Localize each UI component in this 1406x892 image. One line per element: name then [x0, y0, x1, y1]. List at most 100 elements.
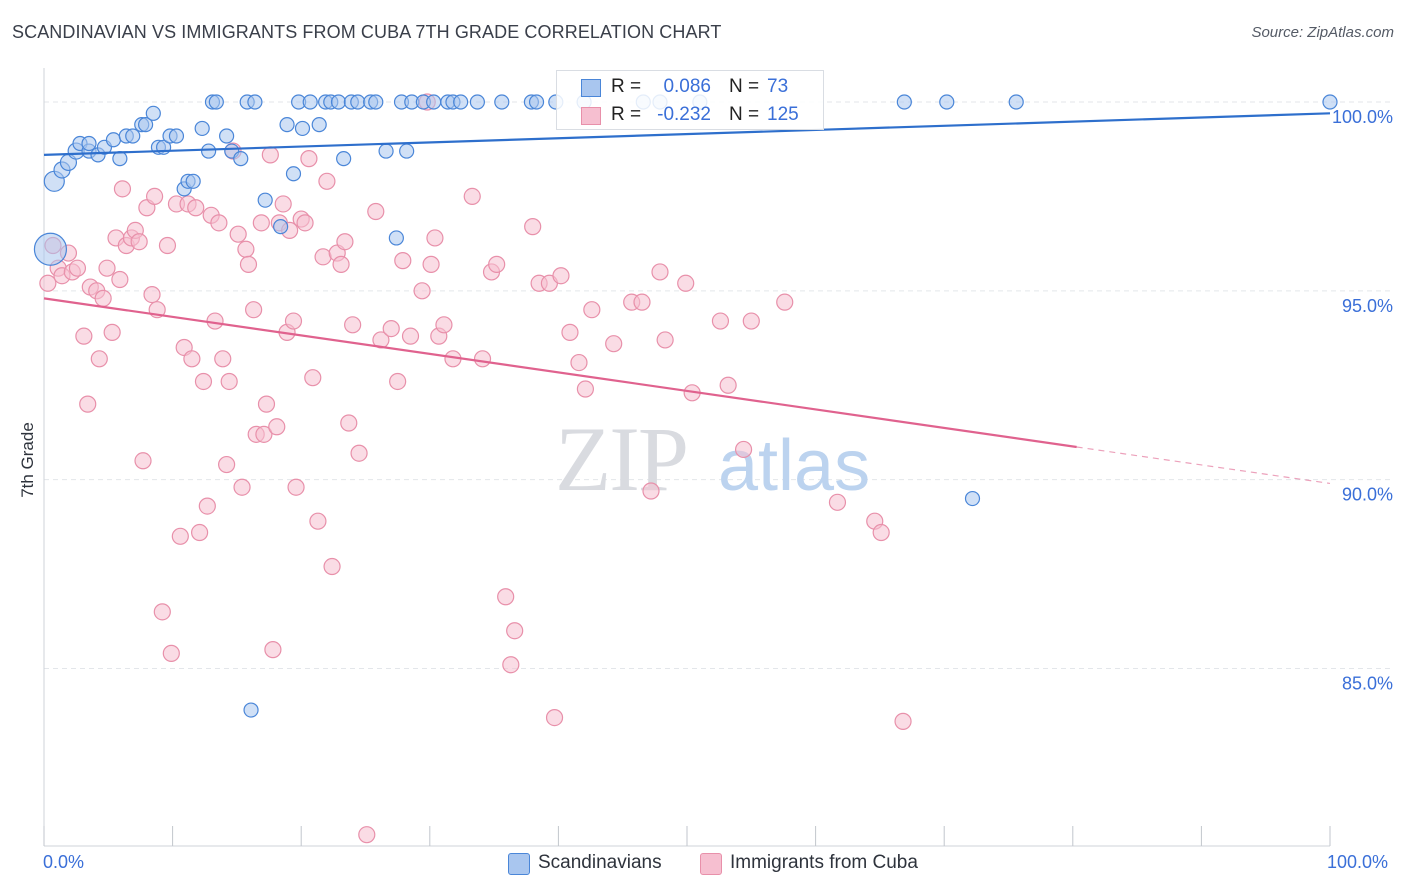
point-cuba	[422, 255, 440, 273]
point-scandinavian	[125, 128, 141, 144]
point-cuba	[143, 286, 161, 304]
point-cuba	[113, 180, 132, 198]
legend-r-value: -0.232	[657, 104, 711, 125]
point-scandinavian	[273, 219, 289, 235]
trend-line-cuba	[43, 297, 1077, 449]
point-cuba	[245, 301, 263, 319]
point-cuba	[300, 150, 318, 168]
point-scandinavian	[279, 117, 295, 133]
point-cuba	[382, 319, 400, 338]
point-scandinavian	[336, 151, 352, 167]
point-cuba	[435, 316, 453, 334]
point-cuba	[237, 240, 255, 258]
point-scandinavian	[378, 143, 394, 159]
point-cuba	[344, 316, 362, 334]
legend-r-value: 0.086	[663, 76, 711, 97]
point-cuba	[39, 274, 57, 292]
point-cuba	[296, 214, 314, 232]
point-cuba	[463, 187, 481, 206]
point-cuba	[576, 380, 595, 398]
point-cuba	[336, 233, 354, 251]
legend-n-value: 125	[767, 104, 799, 125]
point-scandinavian	[469, 94, 485, 110]
point-cuba	[229, 225, 247, 243]
point-cuba	[570, 353, 588, 372]
point-scandinavian	[219, 128, 235, 144]
point-cuba	[506, 622, 524, 640]
point-cuba	[239, 255, 258, 273]
legend-swatch-pink	[581, 107, 601, 125]
point-cuba	[314, 248, 332, 266]
point-scandinavian	[247, 94, 263, 110]
point-cuba	[268, 418, 286, 436]
point-cuba	[261, 146, 279, 164]
trend-line-extension	[1076, 446, 1331, 485]
point-cuba	[171, 527, 189, 545]
point-cuba	[367, 202, 385, 221]
point-cuba	[68, 259, 87, 277]
point-scandinavian	[453, 94, 469, 110]
point-cuba	[210, 214, 228, 232]
point-cuba	[502, 656, 520, 674]
point-cuba	[284, 312, 303, 330]
point-cuba	[350, 444, 368, 462]
point-scandinavian	[350, 94, 366, 110]
legend-swatch-pink	[700, 853, 722, 875]
point-scandinavian	[145, 105, 161, 121]
point-cuba	[252, 214, 270, 232]
point-cuba	[561, 323, 579, 341]
point-scandinavian	[399, 143, 415, 159]
point-cuba	[677, 274, 695, 292]
point-scandinavian	[494, 94, 510, 110]
point-cuba	[656, 331, 674, 349]
point-scandinavian	[426, 94, 442, 110]
point-cuba	[488, 255, 506, 273]
legend-swatch-blue	[508, 853, 530, 875]
point-cuba	[79, 395, 97, 413]
series-legend: Scandinavians Immigrants from Cuba	[0, 852, 1406, 878]
point-cuba	[323, 557, 341, 576]
gridlines	[44, 101, 1394, 669]
point-cuba	[545, 708, 564, 727]
point-cuba	[75, 327, 93, 345]
legend-n-label: N =	[729, 76, 760, 97]
legend-swatch-blue	[581, 79, 601, 97]
point-cuba	[318, 172, 336, 190]
legend-label: Immigrants from Cuba	[730, 852, 918, 873]
point-cuba	[134, 452, 152, 470]
y-tick-label: 95.0%	[1342, 296, 1393, 316]
watermark-zip: ZIP	[555, 408, 687, 510]
point-cuba	[642, 482, 660, 500]
point-cuba	[776, 293, 794, 311]
point-cuba	[257, 395, 276, 413]
point-cuba	[651, 263, 669, 281]
point-cuba	[309, 512, 327, 530]
point-cuba	[583, 301, 601, 319]
point-scandinavian	[194, 120, 210, 137]
source-label: Source: ZipAtlas.com	[1251, 24, 1394, 41]
y-tick-label: 85.0%	[1342, 673, 1393, 693]
axes	[43, 68, 1331, 847]
point-scandinavian	[233, 151, 249, 167]
watermark-atlas: atlas	[718, 426, 870, 506]
point-cuba	[220, 372, 238, 391]
point-scandinavian	[1008, 94, 1024, 110]
correlation-legend: R = 0.086 N = 73 R = -0.232 N = 125	[556, 70, 824, 130]
point-cuba	[394, 252, 412, 270]
point-cuba	[287, 478, 305, 496]
point-cuba	[719, 376, 737, 394]
y-tick-labels: 85.0% 90.0% 95.0% 100.0%	[1332, 107, 1393, 694]
point-cuba	[340, 414, 358, 432]
point-cuba	[497, 588, 515, 606]
point-cuba	[183, 350, 201, 368]
point-cuba	[233, 478, 251, 496]
point-cuba	[214, 350, 232, 368]
point-scandinavian	[294, 120, 311, 137]
point-scandinavian	[311, 117, 327, 133]
point-scandinavian	[368, 94, 384, 110]
point-cuba	[90, 350, 108, 368]
trend-lines	[43, 112, 1331, 485]
point-cuba	[103, 323, 121, 341]
point-cuba	[198, 497, 216, 515]
point-scandinavian	[939, 94, 955, 110]
